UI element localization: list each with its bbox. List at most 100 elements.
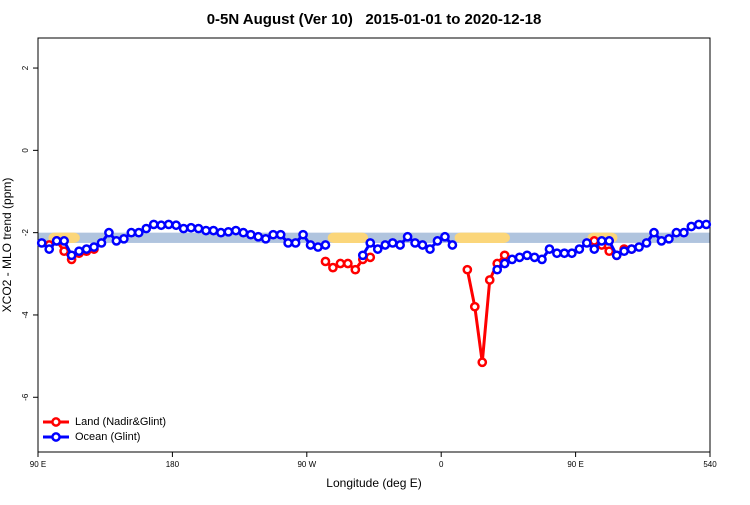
data-point [410, 238, 420, 248]
data-point [522, 250, 532, 261]
data-point [462, 264, 473, 275]
x-tick-label: 180 [166, 460, 180, 469]
legend-marker [51, 417, 61, 427]
data-point [260, 233, 271, 244]
data-point [96, 238, 107, 248]
data-point [44, 244, 55, 254]
data-point [51, 236, 62, 246]
x-axis-label: Longitude (deg E) [326, 476, 421, 490]
data-point [163, 219, 174, 230]
data-point [626, 244, 637, 254]
data-point [417, 240, 428, 250]
data-point [507, 254, 517, 265]
y-tick-label: 2 [21, 65, 30, 70]
data-point [74, 246, 84, 257]
data-point [499, 250, 510, 261]
data-point [664, 233, 674, 244]
data-point [216, 227, 226, 238]
data-point [119, 233, 129, 244]
y-tick-label: 0 [21, 148, 30, 153]
data-point [447, 240, 458, 250]
data-point [36, 238, 47, 248]
data-point [596, 236, 607, 246]
data-point [634, 242, 644, 252]
data-point [126, 227, 137, 238]
y-tick-label: -2 [21, 229, 30, 237]
data-point [604, 236, 615, 246]
data-point [365, 252, 376, 263]
data-point [156, 220, 167, 231]
x-tick-label: 90 E [567, 460, 583, 469]
data-point [193, 223, 204, 234]
data-point [320, 240, 331, 250]
data-point [679, 227, 689, 238]
data-point [178, 223, 189, 234]
x-tick-label: 0 [439, 460, 444, 469]
data-point [357, 250, 368, 261]
data-point [656, 236, 667, 246]
data-point [611, 250, 622, 261]
data-point [89, 242, 99, 252]
data-point [335, 258, 346, 269]
x-tick-label: 90 W [297, 460, 316, 469]
data-point [641, 238, 652, 248]
data-point [581, 238, 592, 248]
x-tick-label: 90 E [30, 460, 46, 469]
data-point [186, 222, 196, 233]
data-point [693, 219, 704, 230]
data-point [604, 246, 615, 257]
y-tick-label: -6 [21, 393, 30, 401]
data-point [492, 264, 503, 275]
data-point [238, 227, 249, 238]
data-point [148, 219, 159, 230]
data-point [395, 240, 405, 250]
data-point [313, 242, 323, 252]
data-point [59, 246, 69, 257]
data-point [253, 231, 264, 242]
data-point [66, 250, 77, 261]
data-point [567, 248, 577, 259]
data-point [133, 227, 144, 238]
ocean-band [38, 232, 710, 243]
data-point [268, 229, 279, 240]
data-point [350, 264, 361, 275]
data-point [223, 226, 234, 237]
chart-title: 0-5N August (Ver 10) 2015-01-01 to 2020-… [207, 11, 542, 28]
data-point [81, 244, 92, 254]
data-point [372, 244, 383, 254]
data-point [559, 248, 570, 259]
data-point [387, 238, 398, 248]
data-point [514, 252, 525, 263]
data-point [305, 240, 316, 250]
data-point [469, 301, 480, 312]
data-point [171, 220, 181, 231]
data-point [328, 262, 338, 273]
land-span [454, 232, 510, 243]
data-point [477, 357, 488, 368]
legend-marker [51, 432, 61, 442]
data-point [619, 246, 629, 257]
data-point [283, 238, 293, 248]
data-point [59, 236, 69, 246]
data-point [499, 258, 510, 269]
data-point [365, 238, 376, 248]
land-span [327, 232, 369, 243]
data-point [320, 256, 331, 267]
data-point [111, 236, 122, 246]
data-point [402, 231, 413, 242]
y-tick-label: -4 [21, 311, 30, 319]
data-point [589, 244, 600, 254]
data-point [529, 252, 540, 263]
y-axis-label: XCO2 - MLO trend (ppm) [0, 178, 14, 313]
data-point [440, 231, 450, 242]
data-point [298, 229, 308, 240]
data-point [343, 258, 353, 269]
legend-label: Land (Nadir&Glint) [75, 416, 166, 428]
data-point [245, 229, 256, 240]
data-point [589, 236, 600, 246]
data-point [701, 219, 712, 230]
data-point [208, 225, 219, 236]
data-point [290, 238, 301, 248]
data-point [425, 244, 435, 254]
